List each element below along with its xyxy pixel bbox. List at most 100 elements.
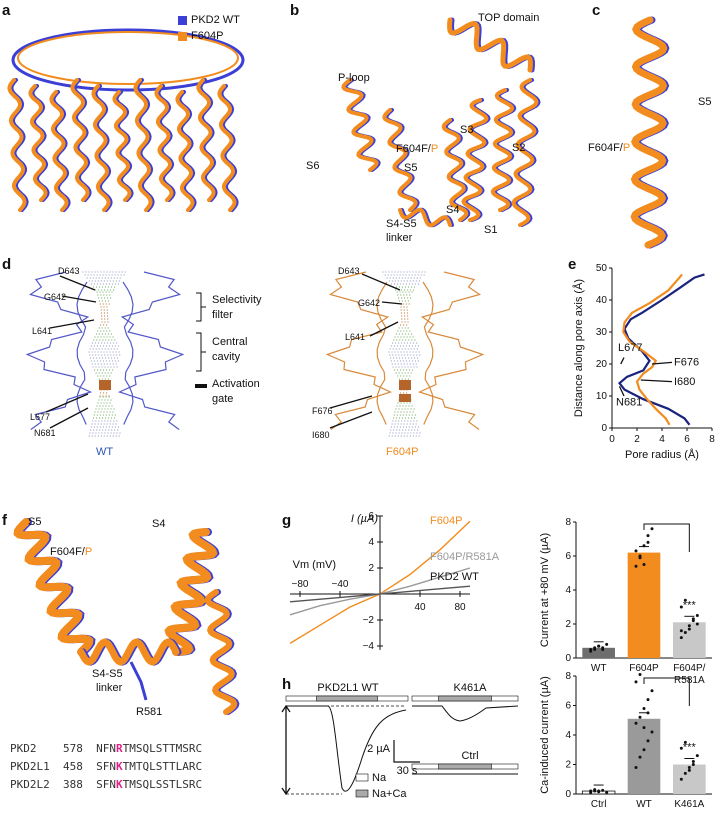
sequence-text: PKD2L1 458 SFN — [10, 760, 116, 773]
datapoint-h — [650, 689, 654, 693]
ytick-label-h: 2 — [565, 760, 571, 771]
ytick-label-g: 4 — [565, 585, 571, 596]
label-s6: S6 — [306, 160, 320, 172]
label-f604-b: F604F/P — [396, 143, 438, 155]
annot-arrow-e — [620, 357, 625, 365]
scale-label-time: 30 s — [397, 765, 418, 777]
label-s4: S4 — [446, 204, 460, 216]
xtick-label-iv: −40 — [332, 579, 349, 590]
datapoint-h — [597, 789, 601, 793]
datapoint-h — [679, 777, 683, 781]
label-f604-c-text: F604F/ — [588, 142, 623, 154]
label-linker-f: linker — [96, 682, 123, 694]
category-label-g: F604P/ — [673, 663, 705, 674]
label-p-b: P — [430, 143, 439, 155]
sequence-text: PKD2L2 388 SFN — [10, 778, 116, 791]
datapoint-g — [695, 614, 699, 617]
trace-k461a — [412, 705, 519, 722]
datapoint-h — [683, 740, 687, 744]
significance-g: *** — [683, 599, 697, 611]
label-f676-mut: F676 — [312, 406, 333, 416]
label-linker-b: linker — [386, 232, 413, 244]
naca-bar — [438, 763, 492, 770]
xtick-label-iv: 80 — [454, 602, 466, 613]
legend-swatch-f604p — [178, 31, 187, 41]
datapoint-h — [593, 788, 597, 792]
panel-letter-d: d — [2, 256, 12, 273]
xlabel-iv: Vm (mV) — [293, 559, 336, 571]
datapoint-h — [638, 755, 642, 759]
sequence-highlight: K — [115, 778, 123, 791]
ytick-label-e: 40 — [596, 295, 608, 306]
datapoint-h — [691, 760, 695, 764]
datapoint-g — [687, 627, 691, 631]
annot-f676: F676 — [674, 357, 699, 369]
datapoint-h — [683, 771, 687, 775]
ytick-label-iv: 6 — [368, 511, 374, 522]
ytick-label-e: 50 — [596, 263, 608, 274]
category-label-h: Ctrl — [591, 799, 607, 810]
series-line-f604p — [622, 273, 683, 426]
datapoint-g — [687, 624, 691, 628]
datapoint-h — [650, 730, 654, 734]
legend-label-wt: PKD2 WT — [191, 14, 240, 26]
ytick-label-g: 8 — [565, 517, 571, 528]
panel-c-helix — [630, 16, 670, 249]
legend-label-f604p: F604P — [191, 30, 224, 42]
label-l641-mut: L641 — [345, 332, 366, 342]
label-p-c: P — [622, 142, 631, 154]
annot-arrow-e — [651, 361, 673, 365]
panel-letter-b: b — [290, 2, 300, 19]
sequence-highlight: R — [115, 742, 123, 755]
datapoint-g — [679, 636, 683, 640]
annot-l677: L677 — [618, 342, 642, 354]
scale-label-current: 2 µA — [367, 743, 391, 755]
datapoint-h — [646, 711, 650, 715]
label-s4s5-f: S4-S5 — [92, 668, 123, 680]
legend-swatch-wt — [178, 15, 187, 25]
datapoint-g — [642, 563, 646, 566]
label-d643-wt: D643 — [58, 266, 80, 276]
ylabel-h: Ca-induced current (µA) — [539, 676, 551, 794]
bar-g — [582, 647, 615, 658]
significance-bracket-h — [643, 677, 690, 706]
label-p-f: P — [84, 546, 93, 558]
datapoint-h — [679, 746, 683, 750]
scale-bar — [393, 740, 420, 763]
datapoint-h — [642, 706, 646, 710]
datapoint-g — [597, 644, 601, 648]
sequence-highlight: K — [115, 760, 123, 773]
ytick-label-e: 20 — [596, 359, 608, 370]
datapoint-h — [687, 765, 691, 769]
label-activation: Activation — [212, 378, 260, 390]
datapoint-g — [691, 617, 695, 621]
bar-g — [627, 552, 661, 658]
label-f604-c: F604F/P — [588, 142, 630, 154]
naca-bar — [438, 695, 492, 702]
label-top-domain: TOP domain — [478, 12, 540, 24]
label-s5-c: S5 — [698, 96, 712, 108]
datapoint-g — [683, 631, 687, 634]
ytick-label-h: 6 — [565, 701, 571, 712]
curve-label-wt: PKD2 WT — [430, 571, 479, 583]
datapoint-g — [638, 556, 642, 560]
label-central: Central — [212, 336, 248, 348]
label-l641-wt: L641 — [32, 326, 53, 336]
sequence-text: TMSQLSSTLSRC — [122, 778, 203, 791]
datapoint-g — [601, 648, 605, 651]
annot-arrow-e — [640, 379, 673, 383]
xlabel-e: Pore radius (Å) — [625, 448, 699, 461]
ytick-label-e: 30 — [596, 327, 608, 338]
panel-d-pore-wt — [25, 271, 185, 437]
ytick-label-h: 0 — [565, 789, 571, 800]
label-f604p-pore: F604P — [386, 446, 419, 458]
naca-bar — [316, 695, 378, 702]
annot-arrow-e — [618, 386, 625, 397]
datapoint-h — [687, 768, 691, 772]
bar-h — [627, 718, 661, 794]
datapoint-h — [605, 791, 609, 795]
bracket-selectivity — [196, 292, 206, 322]
datapoint-h — [589, 789, 593, 793]
label-l677-wt: L677 — [30, 412, 51, 422]
panel-letter-e: e — [568, 256, 577, 273]
